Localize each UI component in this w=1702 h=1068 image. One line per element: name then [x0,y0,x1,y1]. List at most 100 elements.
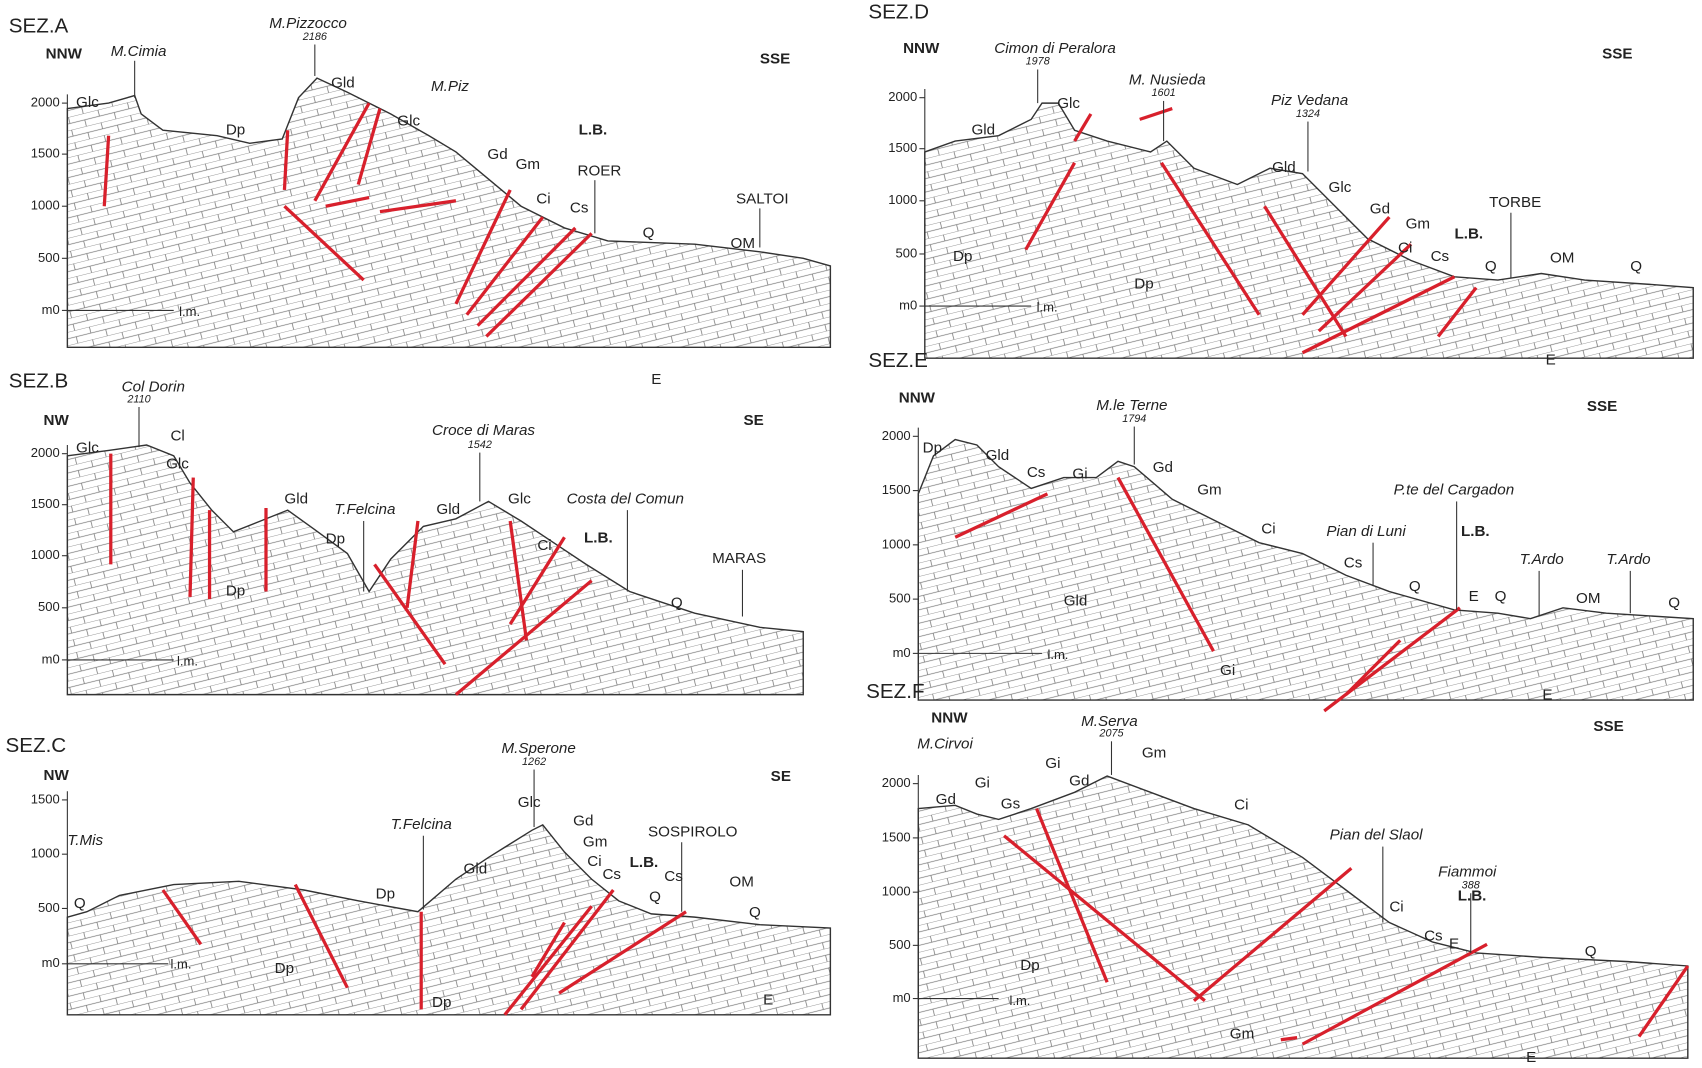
direction-right: SSE [1602,45,1632,62]
tick-label: 1500 [31,146,60,161]
tick-label: 2000 [888,89,917,104]
unit-label: Dp [226,583,245,600]
direction-left: NW [43,412,69,429]
tick-label: 1500 [882,482,911,497]
place-name: SALTOI [736,191,789,208]
unit-label: Dp [326,530,345,547]
place-name: TORBE [1489,194,1541,211]
terrain [925,103,1693,358]
unit-label: OM [1576,590,1600,607]
place-name: T.Ardo [1606,551,1650,568]
place-name: T.Mis [67,832,103,849]
tick-label: 500 [895,245,917,260]
unit-label: Gi [1072,465,1087,482]
unit-label: Gld [1272,159,1296,176]
tick-label: 2000 [31,445,60,460]
direction-left: NNW [46,45,83,62]
unit-label: Gd [1069,772,1089,789]
place-elevation: 1262 [522,756,546,768]
place-elevation: 2186 [302,31,328,43]
unit-label: Cs [1344,554,1363,571]
unit-label: Gm [1197,482,1221,499]
datum-label: l.m. [179,304,200,319]
tick-label: 1000 [31,547,60,562]
unit-label: Dp [923,439,942,456]
unit-label: Gd [1153,459,1173,476]
tick-label: 1000 [31,198,60,213]
direction-right: SSE [1593,718,1623,735]
unit-label: Gd [573,813,593,830]
place-name: Piz Vedana [1271,92,1348,109]
place-name: M.Sperone [502,740,576,757]
unit-label: Gld [971,121,995,138]
place-name: P.te del Cargadon [1394,482,1514,499]
unit-label: Gld [464,860,488,877]
unit-label: Cl [170,427,184,444]
unit-label: Q [1495,588,1507,605]
tick-label: 500 [38,250,60,265]
tick-label: 2000 [31,95,60,110]
unit-label: Q [1585,943,1597,960]
unit-label: Dp [226,121,245,138]
section-title: SEZ.F [866,680,924,703]
unit-label: Q [1485,258,1497,275]
unit-label: Ci [587,853,601,870]
direction-right: SE [771,768,791,785]
unit-label: Q [749,904,761,921]
unit-label: E [1469,588,1479,605]
unit-label: Gi [1220,662,1235,679]
unit-label: Gi [975,775,990,792]
unit-label: E [1526,1049,1536,1066]
unit-label: Glc [508,490,531,507]
unit-label: Dp [275,960,294,977]
datum-label: l.m. [1037,300,1058,315]
unit-label: Glc [397,113,420,130]
unit-label: Dp [953,248,972,265]
section-title: SEZ.B [9,370,69,393]
place-name: ROER [577,163,621,180]
unit-label: OM [1550,249,1574,266]
unit-label: Dp [1134,275,1153,292]
direction-left: NW [43,767,69,784]
tick-label: 1500 [31,791,60,806]
unit-label: E [1449,935,1459,952]
datum-label: l.m. [177,654,198,669]
unit-label: E [1546,351,1556,368]
unit-label: Ci [1234,796,1248,813]
unit-label: Ci [536,191,550,208]
place-name: M.Piz [431,78,469,95]
unit-label: Dp [376,885,395,902]
direction-right: SE [744,412,764,429]
place-elevation: 1324 [1296,108,1320,120]
section-title: SEZ.C [6,734,67,757]
direction-left: NNW [899,389,936,406]
place-elevation: 1601 [1152,87,1176,99]
unit-label: Q [1630,258,1642,275]
unit-label: E [763,992,773,1009]
unit-label: Ci [1389,898,1403,915]
tick-label: 2000 [882,775,911,790]
place-elevation: 2075 [1098,728,1124,740]
place-name: L.B. [630,854,659,871]
place-name: M.Cimia [111,43,167,60]
place-name: L.B. [579,121,608,138]
tick-label: 1500 [882,829,911,844]
place-elevation: 2110 [126,393,150,405]
place-name: Pian di Luni [1326,523,1406,540]
direction-left: NNW [903,40,940,57]
tick-label: m0 [899,298,917,313]
place-name: Costa del Comun [567,490,684,507]
unit-label: Ci [537,537,551,554]
unit-label: Gm [1406,216,1430,233]
place-name: L.B. [1461,523,1490,540]
place-name: M.le Terne [1096,397,1167,414]
place-name: M.Cirvoi [917,736,973,753]
unit-label: Gs [1001,795,1021,812]
tick-label: m0 [893,645,911,660]
tick-label: 1000 [882,536,911,551]
tick-label: 1000 [888,192,917,207]
place-name: L.B. [1458,888,1487,905]
datum-label: l.m. [1009,993,1030,1008]
place-name: T.Felcina [391,816,452,833]
place-name: Fiammoi [1438,864,1497,881]
